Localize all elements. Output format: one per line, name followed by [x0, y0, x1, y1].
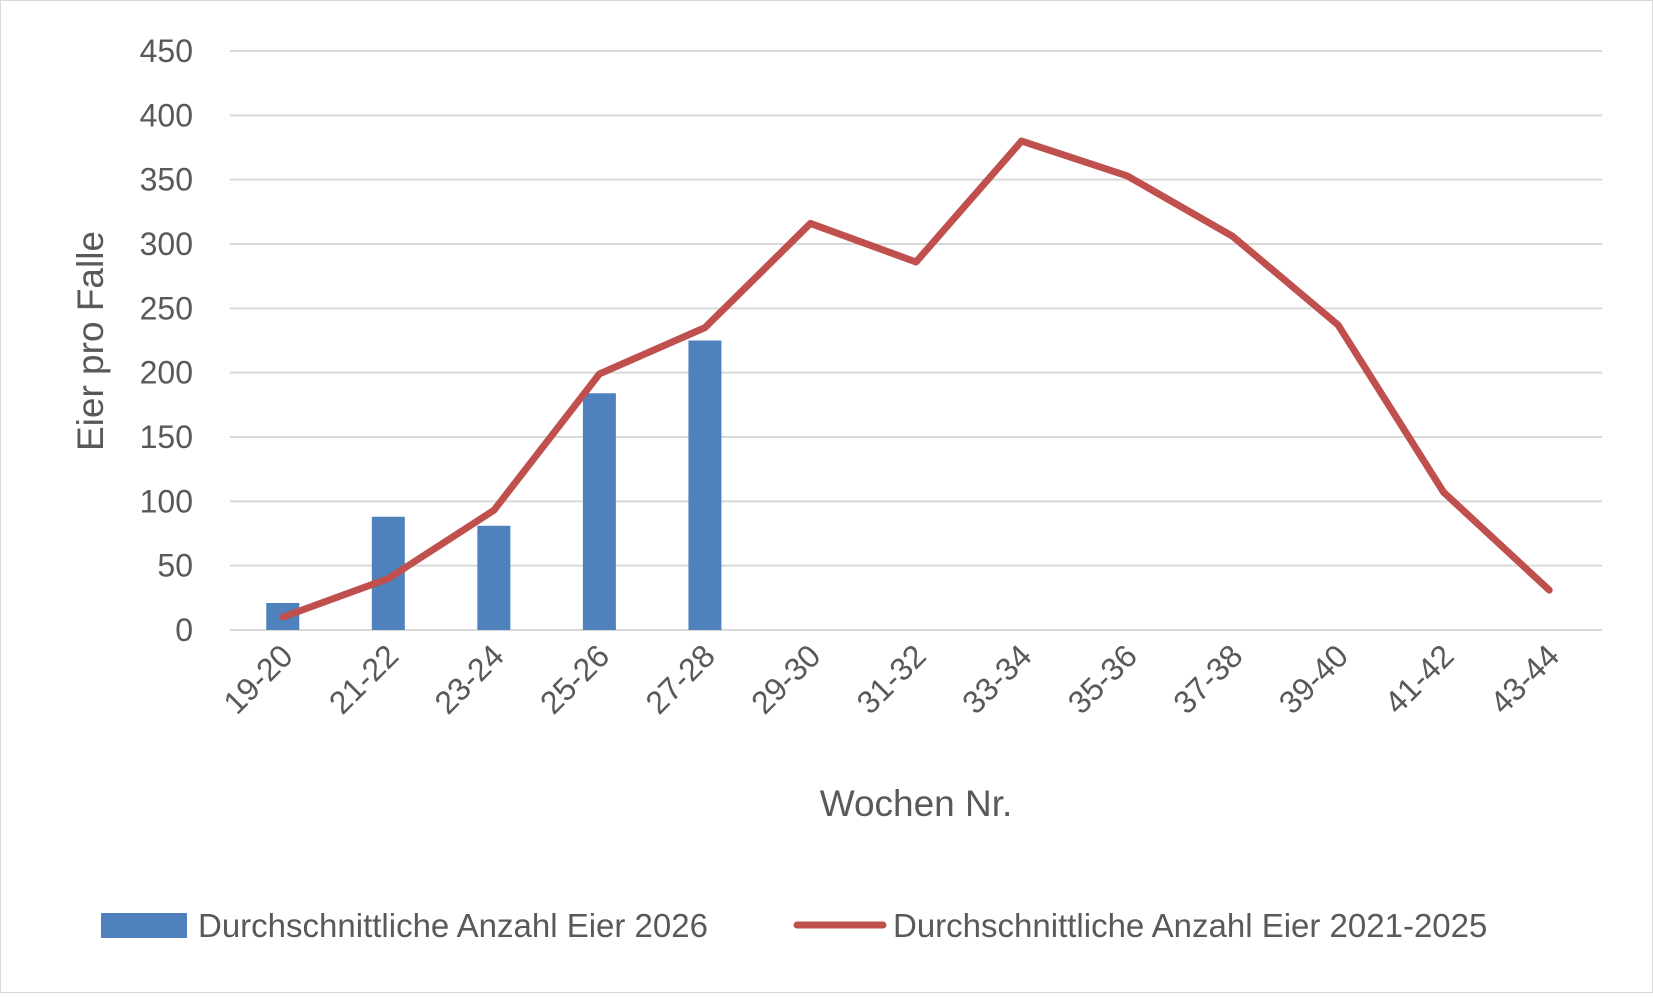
line-path — [279, 137, 1553, 621]
y-tick-label: 150 — [140, 419, 193, 455]
x-tick-label: 37-38 — [1166, 637, 1249, 720]
x-tick-label: 43-44 — [1483, 637, 1566, 720]
y-tick-label: 0 — [175, 612, 193, 648]
x-tick-label: 35-36 — [1061, 637, 1144, 720]
gridlines — [230, 50, 1602, 631]
x-tick-label: 33-34 — [955, 637, 1038, 720]
legend: Durchschnittliche Anzahl Eier 2026 Durch… — [101, 907, 1487, 944]
x-tick-label: 19-20 — [216, 637, 299, 720]
line-point — [1548, 589, 1551, 592]
line-series — [279, 137, 1553, 621]
line-point — [809, 222, 812, 225]
line-point — [1442, 491, 1445, 494]
legend-label-2026: Durchschnittliche Anzahl Eier 2026 — [198, 907, 708, 944]
line-point — [1337, 324, 1340, 327]
x-tick-label: 29-30 — [744, 637, 827, 720]
x-axis-title: Wochen Nr. — [820, 783, 1013, 824]
y-tick-label: 50 — [157, 548, 193, 584]
y-tick-label: 350 — [140, 162, 193, 198]
y-tick-label: 100 — [140, 483, 193, 519]
x-tick-label: 23-24 — [427, 637, 510, 720]
legend-swatch-bar — [101, 913, 187, 938]
x-axis-ticks: 19-20 21-22 23-24 25-26 27-28 29-30 31-32 33-34… — [216, 637, 1566, 720]
y-tick-label: 200 — [140, 355, 193, 391]
y-axis-ticks: 0 50 100 150 200 250 300 350 400 450 — [140, 33, 193, 648]
line-point — [703, 326, 706, 329]
line-point — [598, 372, 601, 375]
y-tick-label: 400 — [140, 97, 193, 133]
legend-label-2021-2025: Durchschnittliche Anzahl Eier 2021-2025 — [893, 907, 1487, 944]
line-point — [915, 261, 917, 264]
bar — [582, 393, 616, 630]
line-point — [387, 577, 390, 580]
line-point — [1126, 174, 1129, 177]
bar — [477, 525, 511, 630]
x-tick-label: 31-32 — [850, 637, 933, 720]
bar — [688, 340, 722, 630]
x-tick-label: 21-22 — [322, 637, 405, 720]
line-point — [281, 616, 284, 619]
x-tick-label: 39-40 — [1272, 637, 1355, 720]
x-tick-label: 25-26 — [533, 637, 616, 720]
y-tick-label: 450 — [140, 33, 193, 69]
line-point — [1231, 235, 1234, 238]
x-tick-label: 41-42 — [1377, 637, 1460, 720]
y-tick-label: 300 — [140, 226, 193, 262]
x-tick-label: 27-28 — [639, 637, 722, 720]
y-axis-title: Eier pro Falle — [70, 231, 111, 451]
line-point — [492, 509, 495, 512]
bar-series — [266, 340, 722, 630]
y-tick-label: 250 — [140, 290, 193, 326]
line-point — [1020, 140, 1023, 143]
